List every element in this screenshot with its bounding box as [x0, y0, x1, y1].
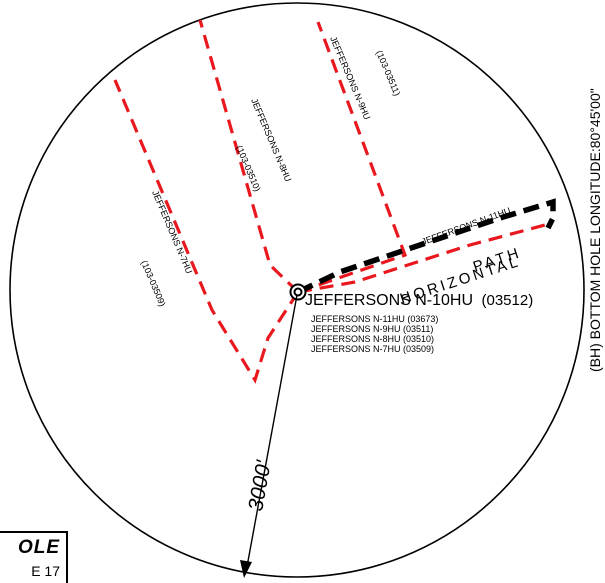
legend-subtitle: E 17 [31, 563, 60, 579]
subject-well-name: JEFFERSONS N-10HU [305, 292, 473, 309]
lateral-api-n7hu: (103-03509) [139, 259, 167, 308]
well-list-item: JEFFERSONS N-11HU (03673) [311, 314, 438, 324]
lateral-n8hu-path [198, 19, 300, 294]
surface-location-symbol [289, 283, 307, 301]
lateral-n11hu-path [297, 223, 546, 294]
bottom-hole-longitude: (BH) BOTTOM HOLE LONGITUDE:80°45'00" [587, 88, 603, 372]
lateral-n7hu-path [113, 79, 300, 384]
lateral-label-n11hu: JEFFERSONS N-11HU [420, 205, 512, 246]
radius-circle [9, 2, 585, 578]
legend-box: OLE E 17 [0, 531, 68, 583]
well-list-item: JEFFERSONS N-7HU (03509) [311, 344, 434, 354]
lateral-n9hu-path [297, 21, 408, 294]
lateral-label-n8hu: JEFFERSONS N-8HU [249, 97, 293, 183]
well-list-item: JEFFERSONS N-8HU (03510) [311, 334, 434, 344]
legend-title: OLE [17, 537, 60, 558]
subject-well-number: (03512) [481, 292, 533, 309]
offset-laterals [113, 19, 546, 384]
radius-label: 3000' [244, 458, 276, 513]
well-list-item: JEFFERSONS N-9HU (03511) [311, 324, 433, 334]
lateral-api-n9hu: (103-03511) [374, 49, 402, 97]
radius-arrow [240, 294, 298, 578]
lateral-label-n7hu: JEFFERSONS N-7HU [150, 189, 194, 275]
subject-well-label: JEFFERSONS N-10HU (03512) [305, 292, 533, 309]
